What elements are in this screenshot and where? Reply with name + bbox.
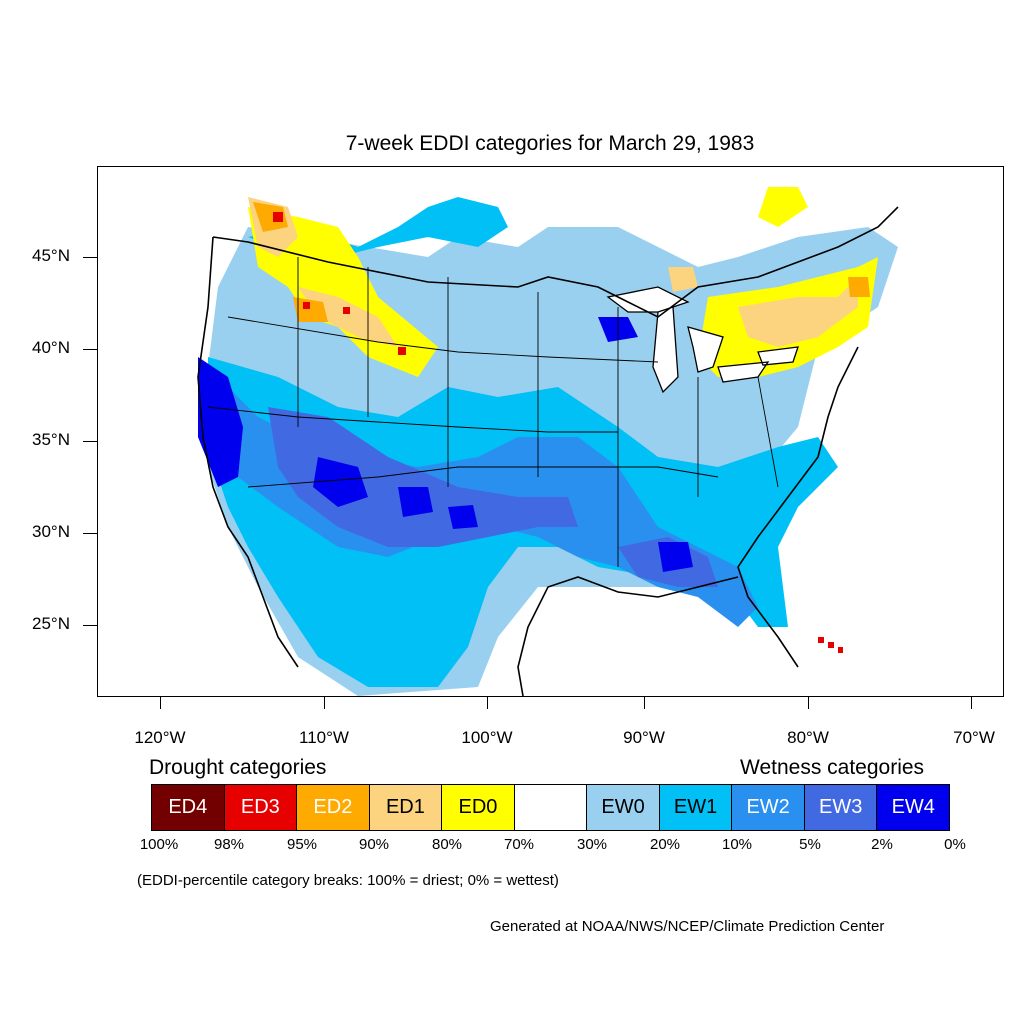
legend-break: 5% <box>799 836 821 853</box>
legend-cell-ed2: ED2 <box>297 785 370 830</box>
legend-cell-neutral <box>514 785 588 830</box>
legend-break: 90% <box>358 836 390 853</box>
wetness-categories-title: Wetness categories <box>740 756 925 779</box>
map-title: 7-week EDDI categories for March 29, 198… <box>345 132 755 155</box>
legend-break: 98% <box>213 836 245 853</box>
lon-tick <box>971 697 972 709</box>
caribbean-speckle <box>818 637 843 653</box>
legend-cell-ew0: EW0 <box>587 785 660 830</box>
legend-cell-ed0: ED0 <box>442 785 515 830</box>
lat-tick <box>83 441 97 442</box>
ed0-northwest <box>248 207 438 377</box>
ed2-spots <box>253 202 870 322</box>
ew4-west <box>198 357 243 487</box>
legend-break: 100% <box>139 836 179 853</box>
legend-cell-ed3: ED3 <box>224 785 298 830</box>
lon-label: 70°W <box>953 728 995 747</box>
ed1-northwest <box>248 197 398 347</box>
state-borders <box>207 257 779 567</box>
lon-label: 100°W <box>461 728 513 747</box>
legend-break: 30% <box>576 836 608 853</box>
lat-tick <box>83 257 97 258</box>
lon-label: 120°W <box>134 728 186 747</box>
category-breaks-note: (EDDI-percentile category breaks: 100% =… <box>137 872 559 889</box>
legend-cell-ew3: EW3 <box>804 785 878 830</box>
legend-break: 20% <box>649 836 681 853</box>
legend-cell-ed1: ED1 <box>369 785 443 830</box>
lat-label: 25°N <box>32 614 70 633</box>
lon-tick <box>487 697 488 709</box>
legend-break: 10% <box>721 836 753 853</box>
lat-tick <box>83 349 97 350</box>
legend-break: 2% <box>871 836 893 853</box>
legend-cell-ew2: EW2 <box>732 785 805 830</box>
lat-tick <box>83 625 97 626</box>
ew3-region <box>268 407 578 547</box>
legend-cell-ed4: ED4 <box>152 785 225 830</box>
legend-colorbar: ED4 ED3 ED2 ED1 ED0 EW0 EW1 EW2 EW3 EW4 <box>151 784 950 831</box>
legend-break: 80% <box>431 836 463 853</box>
lon-tick <box>160 697 161 709</box>
lon-tick <box>644 697 645 709</box>
lat-label: 45°N <box>32 246 70 265</box>
legend-cell-ew4: EW4 <box>877 785 950 830</box>
lon-label: 80°W <box>787 728 829 747</box>
credit-line: Generated at NOAA/NWS/NCEP/Climate Predi… <box>490 918 885 935</box>
map-frame <box>97 166 1004 697</box>
conus-outline <box>197 206 899 696</box>
ew4-spots <box>313 317 693 572</box>
lat-label: 40°N <box>32 338 70 357</box>
eddi-map <box>197 187 899 696</box>
lat-tick <box>83 533 97 534</box>
ed0-canada <box>758 187 808 227</box>
legend-cell-ew1: EW1 <box>659 785 733 830</box>
legend-break: 0% <box>944 836 966 853</box>
lon-tick <box>808 697 809 709</box>
lon-label: 90°W <box>623 728 665 747</box>
great-lakes <box>606 286 799 394</box>
legend-break: 95% <box>286 836 318 853</box>
legend-break: 70% <box>503 836 535 853</box>
lon-tick <box>324 697 325 709</box>
lat-label: 30°N <box>32 522 70 541</box>
lat-label: 35°N <box>32 430 70 449</box>
lon-label: 110°W <box>299 728 349 747</box>
ed1-northeast <box>668 267 858 347</box>
drought-categories-title: Drought categories <box>149 756 327 779</box>
